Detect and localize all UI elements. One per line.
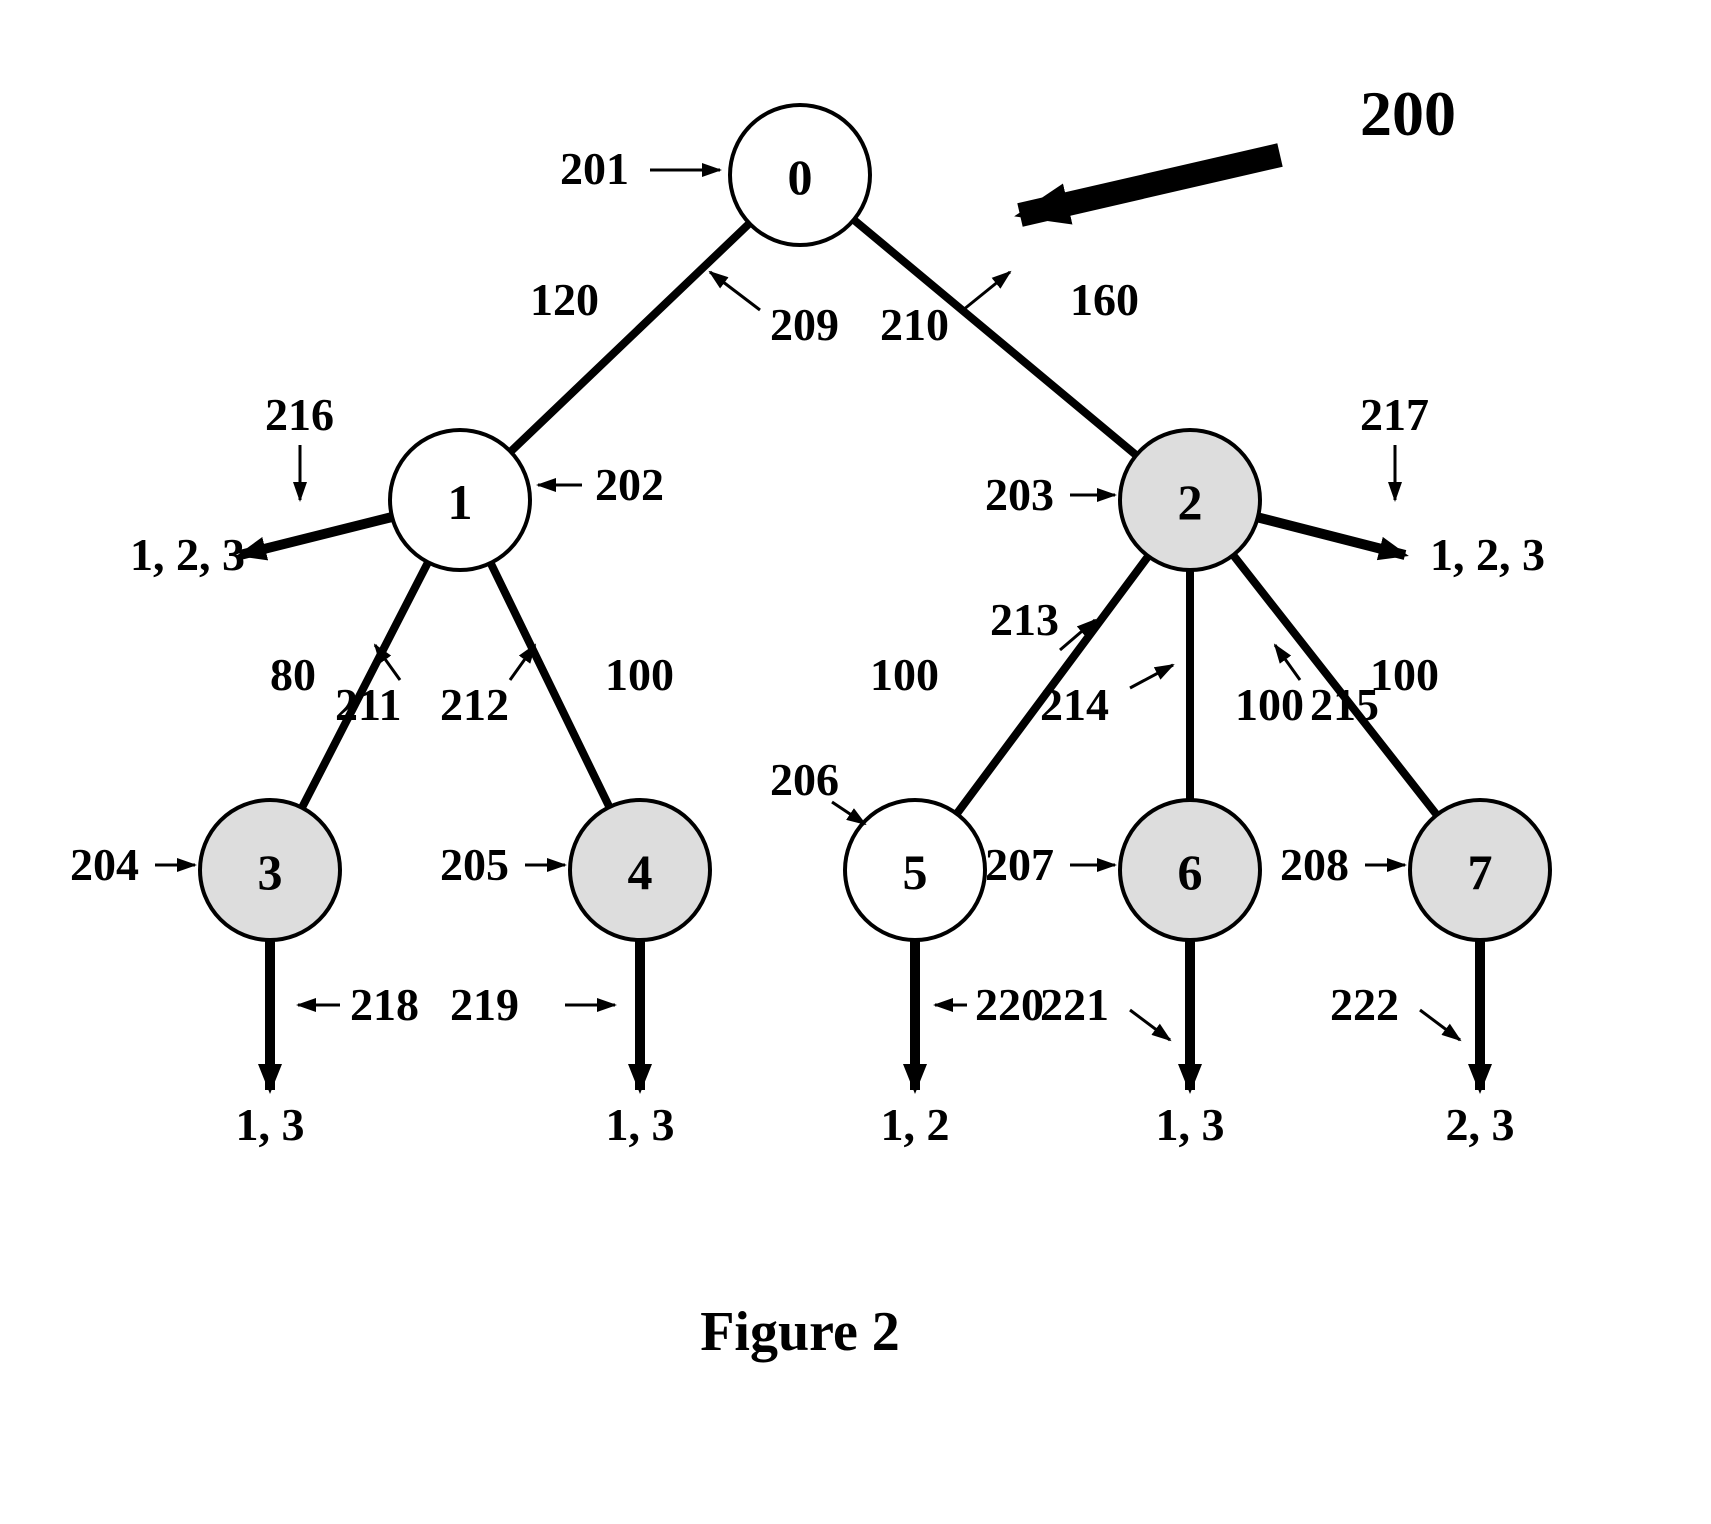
figure-caption: Figure 2	[700, 1301, 900, 1363]
node-label-2: 2	[1178, 474, 1203, 530]
ref-arrow-212	[510, 645, 535, 680]
ref-arrow-222	[1420, 1010, 1460, 1040]
ref-label-222: 222	[1330, 979, 1399, 1030]
ref-label-205: 205	[440, 839, 509, 890]
ref-label-221: 221	[1040, 979, 1109, 1030]
node-label-5: 5	[903, 844, 928, 900]
leaf-output-text: 2, 3	[1446, 1099, 1515, 1150]
ref-label-203: 203	[985, 469, 1054, 520]
ref-label-211: 211	[335, 679, 401, 730]
edge-weight-e211: 80	[270, 649, 316, 700]
ref-arrow-221	[1130, 1010, 1170, 1040]
nodes-layer: 0 1 2 3 4 5 6 7	[200, 105, 1550, 940]
edge-weight-e213: 100	[870, 649, 939, 700]
leaf-output-text: 1, 3	[1156, 1099, 1225, 1150]
edge-e209	[511, 223, 750, 451]
edge-weight-e215: 100	[1370, 649, 1439, 700]
ref-label-207: 207	[985, 839, 1054, 890]
ref-label-215: 215	[1310, 679, 1379, 730]
ref-label-213: 213	[990, 594, 1059, 645]
ref-arrow-206	[832, 802, 865, 824]
ref-label-216: 216	[265, 389, 334, 440]
ref-arrow-210	[963, 272, 1010, 310]
edge-weight-e210: 160	[1070, 274, 1139, 325]
node-label-4: 4	[628, 844, 653, 900]
ref-label-200: 200	[1360, 78, 1456, 149]
ref-label-209: 209	[770, 299, 839, 350]
ref-label-218: 218	[350, 979, 419, 1030]
ref-label-210: 210	[880, 299, 949, 350]
side-output-text: 1, 2, 3	[1430, 529, 1545, 580]
leaf-output-text: 1, 2	[881, 1099, 950, 1150]
node-label-0: 0	[788, 149, 813, 205]
ref-label-202: 202	[595, 459, 664, 510]
ref-arrow-215	[1275, 645, 1300, 680]
ref-label-219: 219	[450, 979, 519, 1030]
edge-weight-e209: 120	[530, 274, 599, 325]
ref-label-201: 201	[560, 143, 629, 194]
side-output-arrow	[1258, 517, 1405, 555]
side-output-arrow	[240, 517, 392, 555]
edge-weight-e214: 100	[1235, 679, 1304, 730]
ref-label-217: 217	[1360, 389, 1429, 440]
leaf-output-text: 1, 3	[606, 1099, 675, 1150]
leaf-output-text: 1, 3	[236, 1099, 305, 1150]
ref-label-204: 204	[70, 839, 139, 890]
ref-label-208: 208	[1280, 839, 1349, 890]
node-label-7: 7	[1468, 844, 1493, 900]
ref-label-214: 214	[1040, 679, 1109, 730]
edge-weight-e212: 100	[605, 649, 674, 700]
ref-label-220: 220	[975, 979, 1044, 1030]
node-label-6: 6	[1178, 844, 1203, 900]
ref-label-212: 212	[440, 679, 509, 730]
ref-arrow-200	[1020, 155, 1280, 215]
ref-label-206: 206	[770, 754, 839, 805]
node-label-3: 3	[258, 844, 283, 900]
ref-arrow-214	[1130, 665, 1173, 688]
tree-diagram: 120160801001001001001, 2, 31, 2, 31, 31,…	[0, 0, 1711, 1524]
side-output-text: 1, 2, 3	[130, 529, 245, 580]
node-label-1: 1	[448, 474, 473, 530]
ref-arrow-209	[710, 272, 760, 310]
